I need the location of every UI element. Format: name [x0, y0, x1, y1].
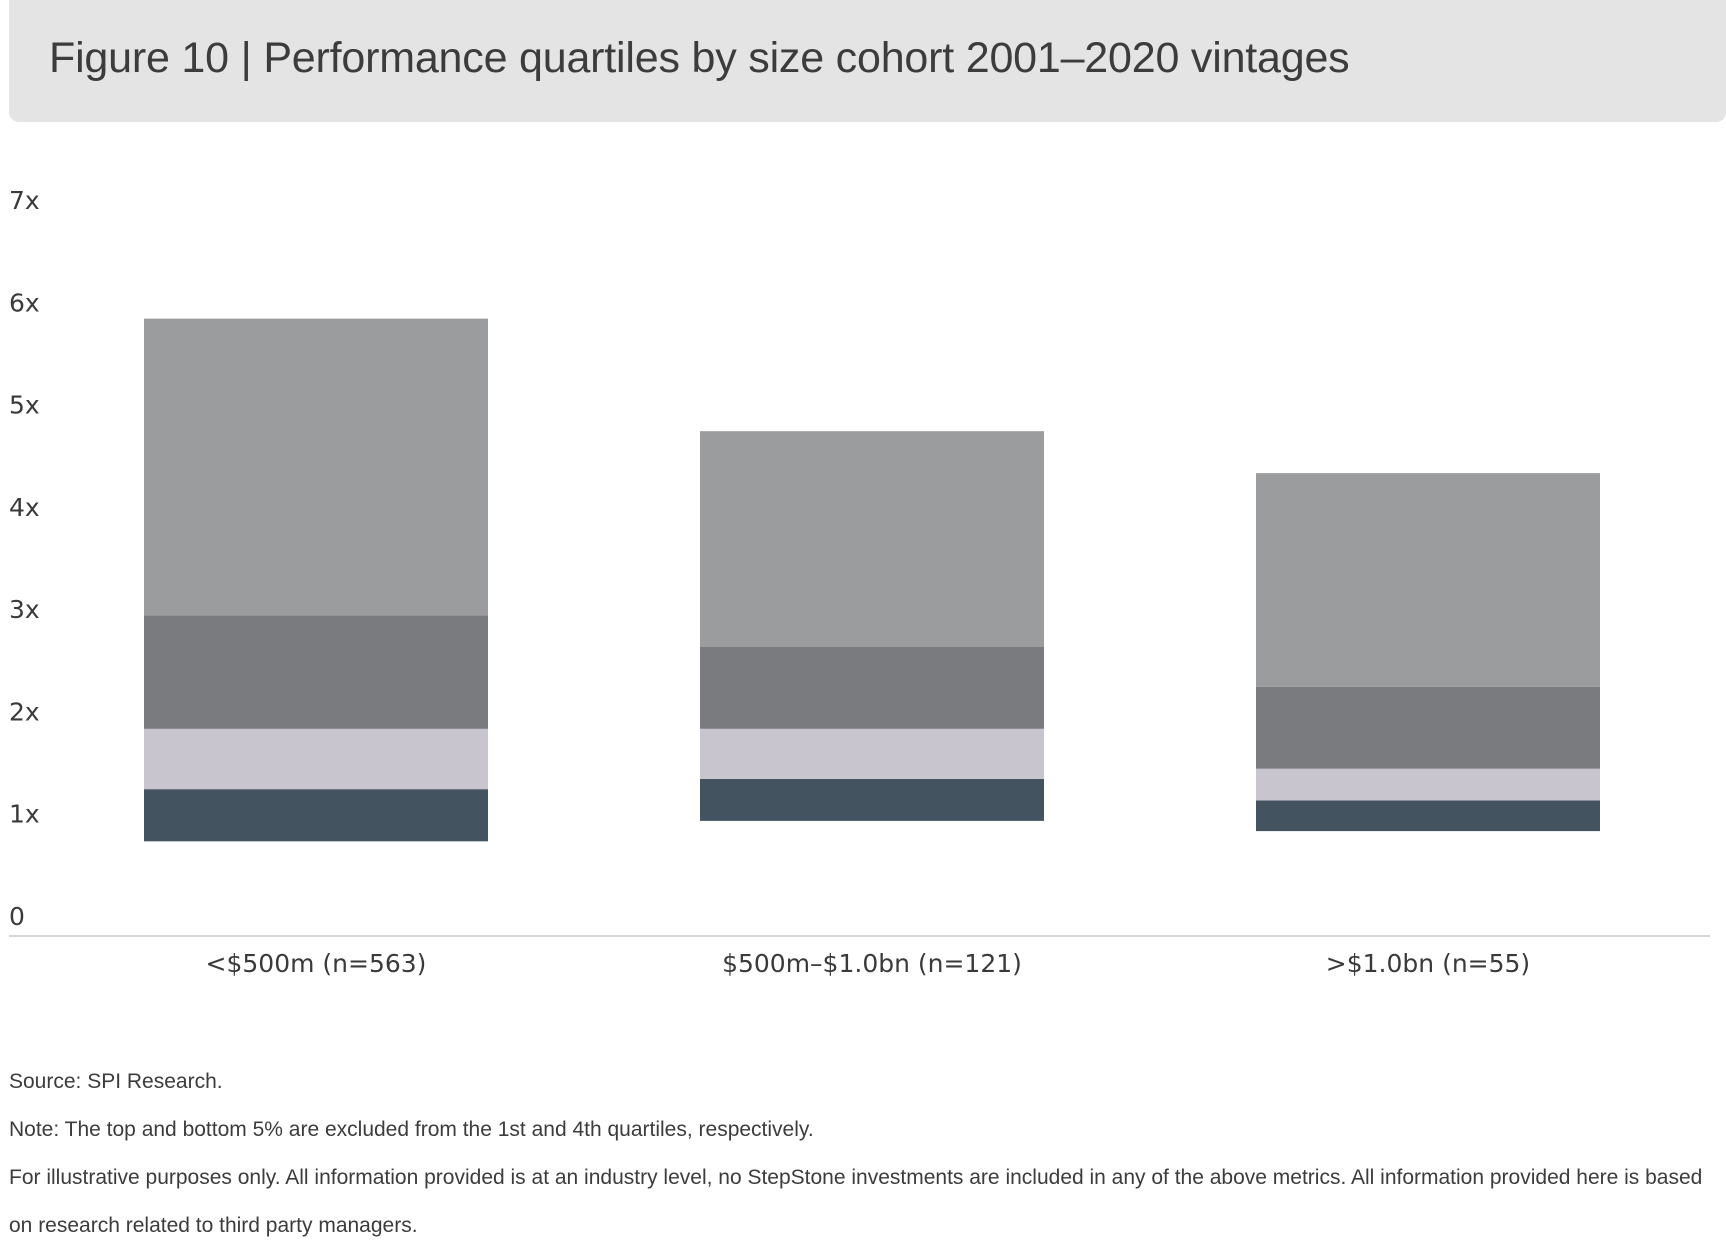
bar-segment-quartile-3 [1256, 768, 1600, 801]
y-tick-label: 7x [9, 186, 40, 215]
y-tick-label: 3x [9, 595, 40, 624]
bar-segment-quartile-1 [144, 318, 488, 616]
bar-group [700, 431, 1044, 821]
x-tick-label: >$1.0bn (n=55) [1326, 949, 1530, 978]
y-tick-label: 5x [9, 391, 40, 420]
bar-segment-quartile-1 [700, 431, 1044, 647]
disclaimer-note: For illustrative purposes only. All info… [9, 1166, 1703, 1237]
bar-segment-quartile-2 [144, 615, 488, 729]
bar-segment-quartile-4 [1256, 800, 1600, 832]
chart: 0 1x 2x 3x 4x 5x 6x 7x <$500m (n=563) $500m–$1.0… [9, 186, 1710, 978]
bar-segment-quartile-3 [144, 728, 488, 790]
bar-segment-quartile-1 [1256, 473, 1600, 687]
bar-segment-quartile-2 [700, 646, 1044, 729]
y-tick-label: 6x [9, 288, 40, 317]
bar-segment-quartile-2 [1256, 686, 1600, 769]
x-tick-label: $500m–$1.0bn (n=121) [722, 949, 1022, 978]
y-tick-label: 1x [9, 800, 40, 829]
y-tick-label: 2x [9, 697, 40, 726]
bar-group [1256, 473, 1600, 832]
bars [144, 318, 1600, 842]
bar-segment-quartile-3 [700, 728, 1044, 779]
x-tick-label: <$500m (n=563) [206, 949, 427, 978]
bar-group [144, 318, 488, 842]
y-axis-ticks: 0 1x 2x 3x 4x 5x 6x 7x [9, 186, 40, 931]
source-note: Source: SPI Research. [9, 1070, 223, 1093]
exclusion-note: Note: The top and bottom 5% are excluded… [9, 1118, 814, 1141]
bar-segment-quartile-4 [700, 778, 1044, 821]
title-bar: Figure 10 | Performance quartiles by siz… [9, 0, 1726, 122]
y-tick-label: 0 [9, 902, 25, 931]
footnotes: Source: SPI Research. Note: The top and … [9, 1058, 1721, 1250]
y-tick-label: 4x [9, 493, 40, 522]
chart-title: Figure 10 | Performance quartiles by siz… [49, 34, 1350, 82]
bar-segment-quartile-4 [144, 789, 488, 842]
x-axis-labels: <$500m (n=563) $500m–$1.0bn (n=121) >$1.0b… [206, 949, 1531, 978]
